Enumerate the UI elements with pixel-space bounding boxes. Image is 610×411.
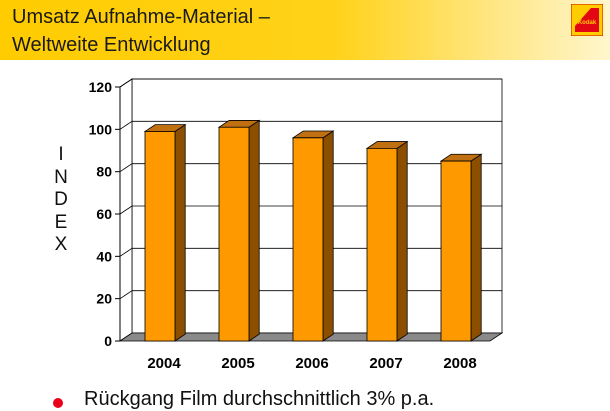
y-tick-label: 40 [96, 248, 112, 264]
y-axis-label-letter: X [54, 234, 68, 255]
bar-2005 [217, 119, 261, 342]
bullet-text: Rückgang Film durchschnittlich 3% p.a. [84, 388, 435, 410]
gridline-side [119, 248, 133, 257]
x-tick-label: 2008 [443, 355, 476, 372]
y-axis-label-letter: I [58, 144, 64, 165]
bar-front [292, 137, 324, 342]
bar-front [144, 131, 176, 342]
bar-2007 [365, 140, 409, 342]
gridline-side [119, 290, 133, 299]
slide-title-line-1: Umsatz Aufnahme-Material – [12, 6, 270, 28]
bar-side [470, 153, 482, 342]
logo-lettering: Kodak [578, 20, 597, 26]
bar-2006 [291, 130, 335, 342]
gridline-side [119, 78, 133, 88]
bar-side [396, 140, 408, 342]
bar-side [174, 123, 186, 342]
y-tick-label: 20 [96, 291, 112, 307]
x-tick-label: 2006 [295, 355, 328, 372]
gridline-side [119, 205, 133, 215]
bar-2008 [439, 153, 483, 342]
x-tick-label: 2007 [369, 355, 402, 372]
bar-front [440, 160, 472, 342]
kodak-logo: Kodak [571, 4, 603, 36]
x-tick-label: 2004 [147, 355, 181, 372]
y-tick-label: 120 [89, 79, 113, 95]
x-tick-label: 2005 [221, 355, 254, 372]
bar-2004 [143, 123, 187, 342]
gridline-side [119, 121, 133, 130]
y-tick-label: 80 [96, 164, 112, 180]
y-axis-label-letter: N [54, 166, 68, 188]
slide-title-line-2: Weltweite Entwicklung [12, 34, 211, 56]
header-band [0, 0, 610, 60]
bar-front [218, 126, 250, 342]
bullet-dot [53, 398, 63, 408]
y-tick-label: 0 [104, 333, 112, 349]
y-tick-label: 60 [96, 206, 112, 222]
bar-side [322, 130, 334, 342]
y-axis-label-letter: D [54, 189, 68, 210]
y-axis-label-letter: E [54, 211, 68, 233]
bar-side [248, 119, 260, 342]
y-tick-label: 100 [89, 121, 113, 137]
bar-front [366, 147, 398, 342]
y-axis-label: I N D E X [50, 144, 72, 257]
gridline-side [119, 163, 133, 172]
